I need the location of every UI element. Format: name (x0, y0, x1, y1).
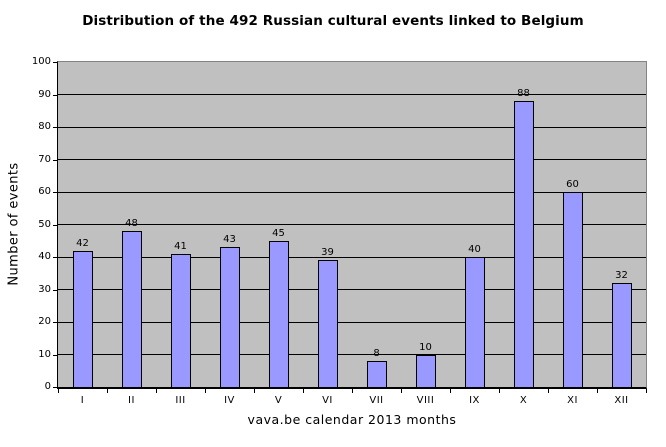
x-tick-mark (597, 389, 598, 393)
bar-IX (464, 257, 485, 387)
y-tick-label: 80 (38, 121, 51, 132)
bar-X (513, 101, 534, 387)
x-tick-mark (156, 389, 157, 393)
bar-VI (317, 260, 338, 387)
x-tick-label: V (274, 395, 283, 406)
y-tick-label: 40 (38, 251, 51, 262)
y-tick-mark (53, 387, 57, 388)
x-tick-mark (205, 389, 206, 393)
gridline (58, 126, 646, 128)
x-tick-label: VII (369, 395, 384, 406)
x-tick-mark (303, 389, 304, 393)
x-axis-tick-marks (58, 389, 647, 393)
bar-value-label: 32 (615, 270, 628, 281)
gridline (58, 191, 646, 193)
y-tick-label: 100 (31, 56, 51, 67)
x-tick-mark (450, 389, 451, 393)
bar-value-label: 43 (223, 234, 236, 246)
bar-value-label: 10 (419, 341, 432, 353)
y-tick-label: 70 (38, 153, 51, 165)
x-tick-mark (401, 389, 402, 393)
y-tick-label: 20 (38, 316, 51, 327)
x-tick-label: VIII (416, 395, 435, 406)
gridline (58, 321, 646, 323)
y-tick-label: 30 (38, 283, 51, 295)
bar-V (268, 240, 289, 387)
x-tick-label: I (80, 395, 85, 406)
x-tick-label: III (175, 395, 186, 406)
bar-XII (611, 283, 632, 387)
y-tick-mark (53, 62, 57, 63)
bar-value-label: 8 (373, 348, 380, 359)
x-tick-label: II (128, 395, 135, 406)
x-tick-label: X (519, 395, 528, 406)
x-tick-label: XI (567, 395, 578, 406)
y-tick-mark (53, 257, 57, 258)
chart-title: Distribution of the 492 Russian cultural… (82, 13, 584, 29)
y-tick-mark (53, 159, 57, 161)
x-tick-label: XII (614, 395, 629, 406)
y-tick-label: 90 (38, 88, 51, 100)
gridline (58, 354, 646, 355)
x-axis-tick-labels: I II III IV V VI VII VIII IX X XI XII (58, 394, 646, 407)
x-tick-mark (548, 389, 549, 393)
bar-I (72, 250, 93, 387)
x-tick-mark (107, 389, 108, 393)
x-tick-mark (254, 389, 255, 393)
x-tick-mark (646, 389, 647, 393)
x-tick-mark (499, 389, 500, 393)
bar-XI (562, 192, 583, 387)
gridline (58, 256, 646, 258)
x-tick-label: IV (224, 395, 235, 406)
bar-III (170, 253, 191, 387)
gridline (58, 94, 646, 95)
bar-IV (219, 247, 240, 387)
x-tick-mark (58, 389, 59, 393)
y-tick-label: 50 (38, 218, 51, 230)
plot-area: 42 48 41 43 45 39 8 10 40 88 60 32 (57, 61, 647, 389)
gridline (58, 224, 646, 225)
bar-value-label: 88 (517, 88, 530, 99)
y-tick-mark (53, 289, 57, 291)
bar-VIII (415, 354, 436, 387)
y-tick-mark (53, 192, 57, 193)
bar-value-label: 60 (566, 179, 579, 190)
y-axis-tick-marks (53, 62, 57, 388)
gridline (58, 289, 646, 290)
y-tick-label: 60 (38, 186, 51, 197)
x-tick-label: VI (322, 395, 333, 406)
bar-value-label: 41 (174, 240, 187, 252)
bar-value-label: 48 (125, 218, 138, 229)
y-tick-mark (53, 322, 57, 323)
bar-value-label: 40 (468, 244, 481, 255)
y-tick-label: 10 (38, 348, 51, 360)
bar-value-label: 42 (76, 237, 89, 249)
x-axis-title: vava.be calendar 2013 months (247, 412, 457, 427)
gridline (58, 159, 646, 160)
y-tick-mark (53, 224, 57, 226)
x-tick-mark (352, 389, 353, 393)
y-tick-mark (53, 94, 57, 96)
bar-value-label: 39 (321, 247, 334, 259)
bar-II (121, 231, 142, 387)
y-axis-tick-labels: 0 10 20 30 40 50 60 70 80 90 100 (0, 56, 51, 392)
y-tick-mark (53, 354, 57, 356)
bar-value-label: 45 (272, 227, 285, 239)
bar-VII (366, 361, 387, 387)
y-tick-mark (53, 127, 57, 128)
x-tick-label: IX (469, 395, 480, 406)
y-tick-label: 0 (44, 381, 51, 392)
